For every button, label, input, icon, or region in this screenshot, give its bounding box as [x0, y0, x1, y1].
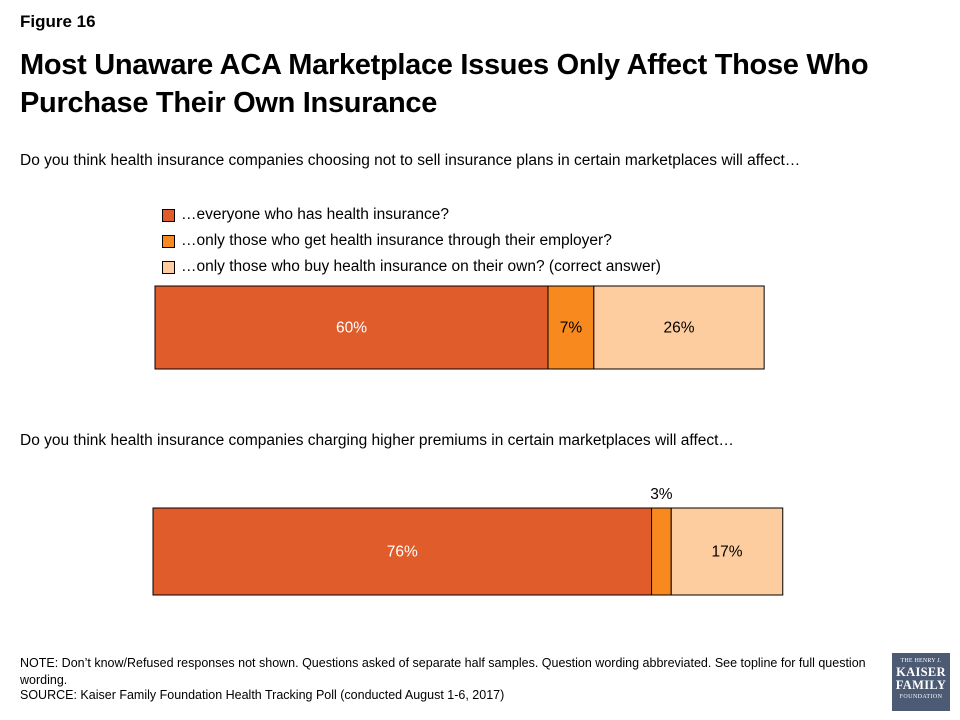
legend-swatch-employer: [162, 234, 175, 248]
legend-item-employer: …only those who get health insurance thr…: [162, 228, 661, 254]
legend: …everyone who has health insurance? …onl…: [162, 202, 661, 280]
legend-label-own: …only those who buy health insurance on …: [181, 258, 661, 275]
bar-1-everyone: [154, 285, 549, 370]
legend-label-everyone: …everyone who has health insurance?: [181, 206, 449, 223]
data-label-2-everyone: 76%: [387, 544, 418, 561]
legend-item-everyone: …everyone who has health insurance?: [162, 202, 661, 228]
bar-2-everyone: [152, 507, 653, 596]
bar-2-own: [670, 507, 784, 596]
source-note: SOURCE: Kaiser Family Foundation Health …: [20, 688, 505, 702]
legend-item-own: …only those who buy health insurance on …: [162, 254, 661, 280]
data-label-2-own: 17%: [711, 544, 742, 561]
legend-swatch-own: [162, 260, 175, 274]
bar-1-own: [593, 285, 765, 370]
kff-logo: THE HENRY J. KAISER FAMILY FOUNDATION: [892, 653, 950, 711]
data-label-1-own: 26%: [663, 320, 694, 337]
question-2: Do you think health insurance companies …: [20, 432, 734, 449]
footnote: NOTE: Don’t know/Refused responses not s…: [20, 656, 866, 687]
data-label-1-everyone: 60%: [336, 320, 367, 337]
legend-label-employer: …only those who get health insurance thr…: [181, 232, 612, 249]
legend-swatch-everyone: [162, 208, 175, 222]
figure-label: Figure 16: [20, 12, 96, 31]
data-label-2-employer: 3%: [650, 486, 673, 503]
chart-title: Most Unaware ACA Marketplace Issues Only…: [20, 49, 869, 119]
bar-2-employer: [651, 507, 672, 596]
logo-line-1: THE HENRY J.: [900, 658, 942, 664]
data-label-1-employer: 7%: [560, 320, 583, 337]
bar-1-employer: [547, 285, 595, 370]
logo-line-2: KAISER: [896, 665, 946, 679]
logo-line-3: FAMILY: [895, 678, 947, 692]
logo-line-4: FOUNDATION: [899, 694, 943, 700]
question-1: Do you think health insurance companies …: [20, 152, 801, 169]
